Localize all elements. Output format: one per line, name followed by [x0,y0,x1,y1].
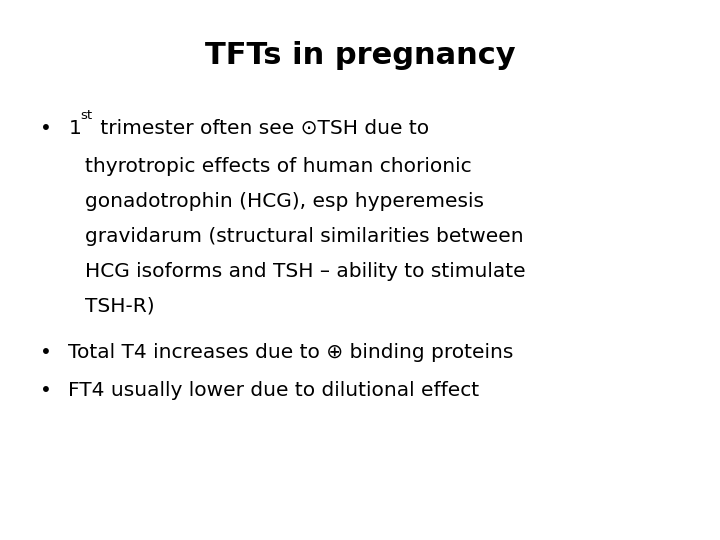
Text: •: • [40,381,51,400]
Text: trimester often see ⊙TSH due to: trimester often see ⊙TSH due to [94,119,428,138]
Text: FT4 usually lower due to dilutional effect: FT4 usually lower due to dilutional effe… [68,381,480,400]
Text: 1: 1 [68,119,81,138]
Text: gonadotrophin (HCG), esp hyperemesis: gonadotrophin (HCG), esp hyperemesis [85,192,484,211]
Text: •: • [40,119,51,138]
Text: Total T4 increases due to ⊕ binding proteins: Total T4 increases due to ⊕ binding prot… [68,343,514,362]
Text: thyrotropic effects of human chorionic: thyrotropic effects of human chorionic [85,157,472,176]
Text: st: st [80,109,92,122]
Text: gravidarum (structural similarities between: gravidarum (structural similarities betw… [85,227,523,246]
Text: HCG isoforms and TSH – ability to stimulate: HCG isoforms and TSH – ability to stimul… [85,262,526,281]
Text: TSH-R): TSH-R) [85,297,155,316]
Text: TFTs in pregnancy: TFTs in pregnancy [204,40,516,70]
Text: •: • [40,343,51,362]
